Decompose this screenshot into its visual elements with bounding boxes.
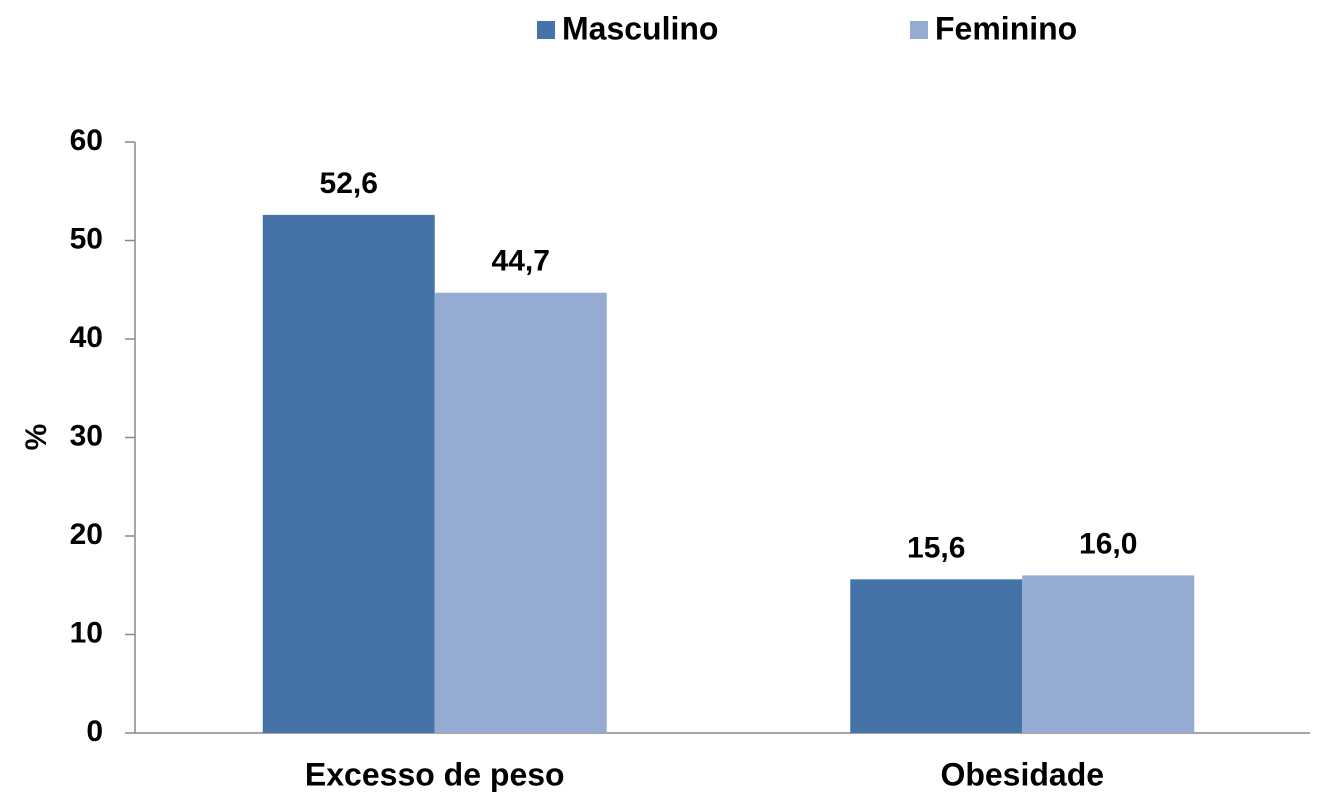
y-tick-label: 0 — [86, 715, 103, 748]
data-label: 15,6 — [907, 531, 965, 564]
y-tick-label: 10 — [70, 616, 103, 649]
y-tick-label: 60 — [70, 124, 103, 157]
legend-swatch — [910, 21, 928, 39]
bar — [1022, 575, 1195, 733]
bar — [850, 579, 1023, 733]
y-axis-label: % — [20, 424, 53, 451]
y-tick-label: 30 — [70, 419, 103, 452]
legend-swatch — [537, 21, 555, 39]
data-label: 16,0 — [1079, 527, 1137, 560]
y-tick-label: 40 — [70, 321, 103, 354]
x-tick-label: Obesidade — [940, 756, 1104, 792]
legend-label: Masculino — [562, 10, 718, 46]
y-tick-label: 50 — [70, 222, 103, 255]
bar — [262, 214, 435, 733]
data-label: 44,7 — [492, 245, 550, 278]
y-tick-label: 20 — [70, 518, 103, 551]
data-label: 52,6 — [320, 167, 378, 200]
x-tick-label: Excesso de peso — [305, 756, 565, 792]
bar — [434, 292, 607, 733]
legend-label: Feminino — [935, 10, 1077, 46]
